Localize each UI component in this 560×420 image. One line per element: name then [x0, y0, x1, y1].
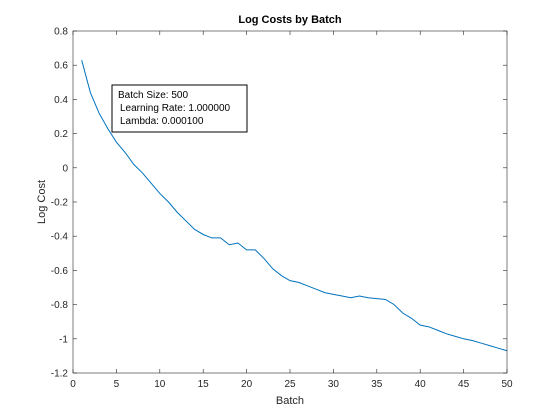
y-tick-label: 0 — [62, 163, 68, 174]
y-tick-label: -0.4 — [51, 232, 69, 243]
y-tick-label: 0.4 — [54, 95, 68, 106]
x-tick-label: 25 — [284, 379, 296, 390]
y-axis-label: Log Cost — [36, 180, 48, 224]
y-tick-label: -0.2 — [51, 198, 69, 209]
x-tick-label: 20 — [241, 379, 253, 390]
y-tick-label: 0.6 — [54, 61, 68, 72]
x-tick-label: 50 — [501, 379, 513, 390]
x-tick-group: 0 5 10 15 20 25 30 35 40 45 50 — [70, 31, 513, 390]
annotation-border — [111, 84, 248, 133]
y-tick-label: -0.8 — [51, 300, 69, 311]
x-axis-label: Batch — [276, 395, 304, 407]
chart-title: Log Costs by Batch — [238, 14, 342, 26]
plot-area — [73, 31, 507, 373]
y-tick-label: 0.2 — [54, 129, 68, 140]
series-line — [81, 59, 508, 352]
annotation-line-lambda: Lambda: 0.000100 — [120, 116, 204, 127]
x-tick-label: 15 — [198, 379, 210, 390]
x-tick-label: 40 — [415, 379, 427, 390]
annotation-box: Batch Size: 500 Learning Rate: 1.000000 … — [111, 84, 248, 133]
y-tick-group: 0.8 0.6 0.4 0.2 0 -0.2 -0.4 -0.6 -0.8 -1 -1.2 — [51, 27, 507, 380]
x-tick-label: 5 — [114, 379, 120, 390]
y-tick-label: -1.2 — [51, 369, 69, 380]
x-tick-label: 35 — [371, 379, 383, 390]
y-tick-label: -1 — [59, 334, 68, 345]
x-tick-label: 30 — [328, 379, 340, 390]
y-tick-label: -0.6 — [51, 266, 69, 277]
annotation-line-batch-size: Batch Size: 500 — [118, 90, 188, 101]
x-tick-label: 0 — [70, 379, 76, 390]
annotation-line-learning-rate: Learning Rate: 1.000000 — [120, 103, 231, 114]
y-tick-label: 0.8 — [54, 27, 68, 38]
axes-box — [72, 30, 508, 374]
x-tick-label: 10 — [154, 379, 166, 390]
x-tick-label: 45 — [458, 379, 470, 390]
